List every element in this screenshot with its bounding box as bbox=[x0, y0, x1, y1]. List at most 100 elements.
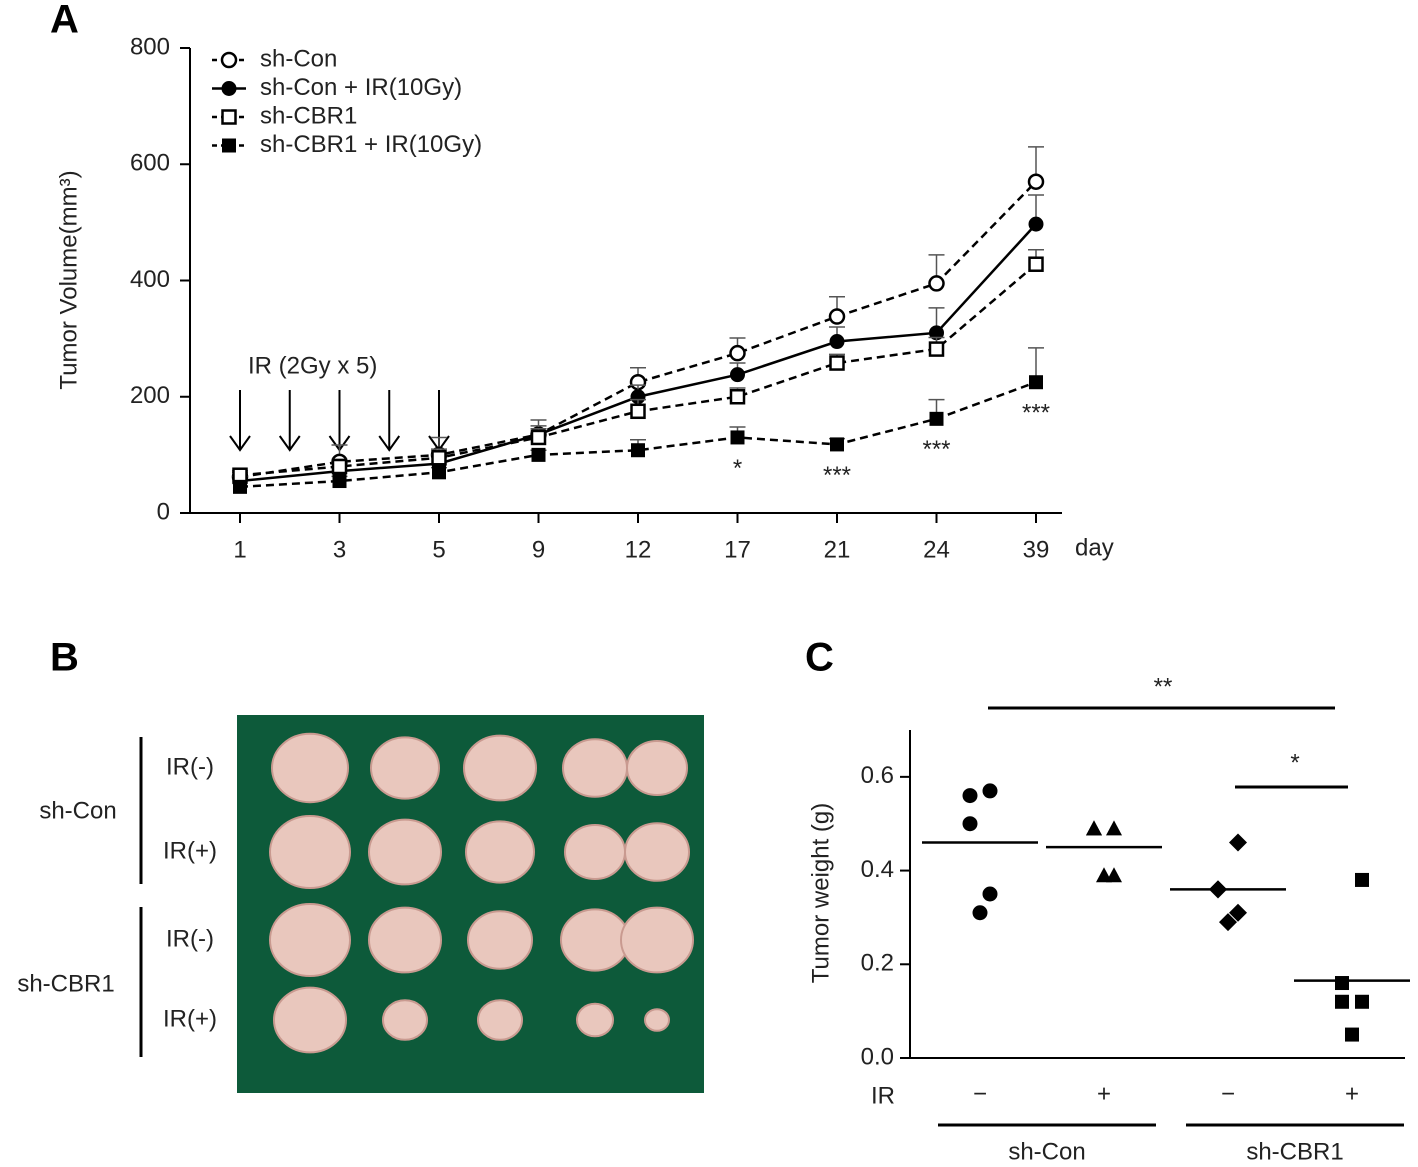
arrow bbox=[229, 390, 251, 452]
significance: *** bbox=[823, 462, 851, 489]
legend-label: sh-Con bbox=[260, 45, 337, 72]
series-line bbox=[239, 381, 1037, 489]
marker bbox=[1229, 903, 1247, 922]
marker bbox=[531, 447, 546, 462]
x-tick-label: 17 bbox=[724, 536, 751, 563]
marker bbox=[1219, 913, 1237, 932]
y-tick-label: 600 bbox=[130, 150, 170, 177]
marker bbox=[232, 467, 248, 483]
tumor bbox=[269, 903, 351, 977]
group-label: sh-CBR1 bbox=[1246, 1138, 1343, 1165]
marker bbox=[1096, 867, 1112, 883]
marker bbox=[331, 458, 348, 475]
tumor bbox=[368, 906, 442, 974]
x-tick-label: 9 bbox=[532, 536, 545, 563]
marker bbox=[1086, 820, 1102, 836]
tumor bbox=[560, 908, 630, 972]
marker bbox=[962, 816, 978, 832]
significance: * bbox=[733, 455, 742, 482]
marker bbox=[982, 886, 998, 902]
y-tick-label: 0.0 bbox=[861, 1043, 894, 1070]
marker bbox=[1028, 216, 1044, 232]
x-tick-label: 1 bbox=[233, 536, 246, 563]
marker bbox=[729, 389, 746, 405]
marker bbox=[1029, 375, 1043, 390]
y-tick-label: 0.2 bbox=[861, 950, 894, 977]
marker bbox=[631, 443, 645, 458]
y-tick-label: 0 bbox=[157, 498, 170, 525]
x-tick-label: 5 bbox=[432, 536, 445, 563]
marker bbox=[233, 479, 247, 494]
marker bbox=[1028, 256, 1044, 272]
y-tick-label: 0.6 bbox=[861, 762, 894, 789]
marker bbox=[432, 465, 446, 480]
x-tick-label: − bbox=[1221, 1080, 1235, 1107]
tumor bbox=[463, 734, 537, 802]
marker bbox=[929, 411, 944, 426]
group-label: sh-CBR1 bbox=[17, 970, 114, 997]
legend-label: sh-CBR1 bbox=[260, 102, 357, 129]
tumor bbox=[564, 824, 626, 880]
panel-label: A bbox=[50, 0, 79, 42]
arrow bbox=[328, 390, 351, 452]
marker bbox=[630, 403, 646, 420]
tumor bbox=[467, 910, 533, 970]
marker bbox=[928, 341, 945, 357]
legend-marker bbox=[221, 109, 237, 125]
tumor bbox=[269, 815, 351, 889]
tumor bbox=[477, 999, 523, 1041]
x-tick-label: 24 bbox=[923, 536, 950, 563]
panel-label: C bbox=[805, 636, 834, 680]
significance: *** bbox=[922, 436, 950, 463]
x-tick-label: + bbox=[1345, 1080, 1359, 1107]
row-label: IR(-) bbox=[166, 925, 214, 952]
significance: * bbox=[1290, 749, 1299, 776]
tumor bbox=[620, 906, 694, 974]
y-axis-label: Tumor weight (g) bbox=[807, 803, 834, 984]
marker bbox=[431, 450, 447, 466]
tumor bbox=[576, 1002, 614, 1038]
y-tick-label: 200 bbox=[130, 382, 170, 409]
group-label: sh-Con bbox=[39, 797, 116, 824]
significance: ** bbox=[1154, 673, 1173, 700]
tumor bbox=[626, 740, 688, 796]
legend-label: sh-Con + IR(10Gy) bbox=[260, 74, 462, 101]
x-tick-label: 39 bbox=[1023, 536, 1050, 563]
series-line bbox=[239, 180, 1037, 479]
legend-marker bbox=[220, 51, 238, 69]
y-tick-label: 400 bbox=[130, 266, 170, 293]
marker bbox=[1027, 173, 1045, 190]
marker bbox=[1106, 820, 1122, 836]
x-axis-label: day bbox=[1075, 534, 1114, 561]
row-label: IR(+) bbox=[163, 1005, 217, 1032]
tumor bbox=[562, 738, 628, 798]
row-label: IR(+) bbox=[163, 837, 217, 864]
panel-label: B bbox=[50, 636, 79, 680]
marker bbox=[928, 275, 945, 292]
marker bbox=[829, 334, 845, 350]
group-label: sh-Con bbox=[1008, 1138, 1085, 1165]
tumor bbox=[271, 732, 349, 804]
marker bbox=[829, 355, 845, 371]
marker bbox=[828, 308, 846, 325]
significance: *** bbox=[1022, 400, 1050, 427]
marker bbox=[962, 788, 978, 804]
y-tick-label: 0.4 bbox=[861, 856, 894, 883]
marker bbox=[1355, 994, 1369, 1009]
marker bbox=[1355, 872, 1369, 887]
arrow bbox=[378, 390, 401, 452]
x-tick-label: 21 bbox=[824, 536, 851, 563]
legend-label: sh-CBR1 + IR(10Gy) bbox=[260, 131, 482, 158]
marker bbox=[1345, 1027, 1359, 1042]
marker bbox=[1229, 833, 1247, 852]
marker bbox=[730, 367, 745, 383]
x-tick-label: 12 bbox=[625, 536, 652, 563]
marker bbox=[830, 437, 844, 452]
x-tick-label: − bbox=[973, 1080, 987, 1107]
row-label: IR bbox=[871, 1082, 895, 1109]
legend-marker bbox=[221, 81, 237, 96]
marker bbox=[1335, 994, 1349, 1009]
marker bbox=[972, 905, 988, 921]
marker bbox=[982, 783, 998, 799]
